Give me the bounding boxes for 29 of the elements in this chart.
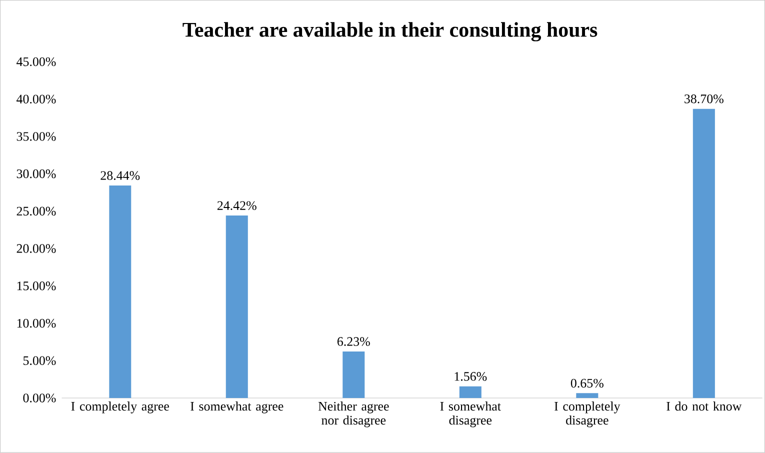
chart-title: Teacher are available in their consulting hours [182,22,598,42]
y-tick-label: 45.00% [16,57,56,66]
bar [692,108,715,398]
y-tick-label: 0.00% [23,394,56,403]
bar [459,386,482,398]
data-label: 0.65% [570,378,604,388]
bar [576,393,598,398]
data-label: 1.56% [454,372,487,381]
bar [109,186,132,398]
x-tick-label: I somewhat disagree [440,402,501,428]
y-tick-label: 25.00% [16,206,56,216]
x-tick-label: I completely agree [71,402,169,414]
x-tick-label: I do not know [666,402,742,411]
y-tick-label: 20.00% [16,244,56,254]
y-tick-label: 35.00% [16,132,56,141]
y-tick-label: 15.00% [17,282,56,290]
y-tick-label: 5.00% [23,356,56,366]
y-tick-label: 10.00% [17,319,56,328]
y-tick-label: 30.00% [16,170,56,178]
data-label: 24.42% [217,201,256,210]
y-tick-label: 40.00% [16,94,56,104]
x-tick-label: I somewhat agree [190,402,284,414]
x-tick-label: Neither agree nor disagree [318,402,389,428]
x-tick-label: I completely disagree [554,402,620,428]
bar [342,352,365,398]
bar [226,216,248,398]
data-label: 28.44% [100,171,140,180]
data-label: 38.70% [684,94,724,104]
data-label: 6.23% [337,337,370,346]
